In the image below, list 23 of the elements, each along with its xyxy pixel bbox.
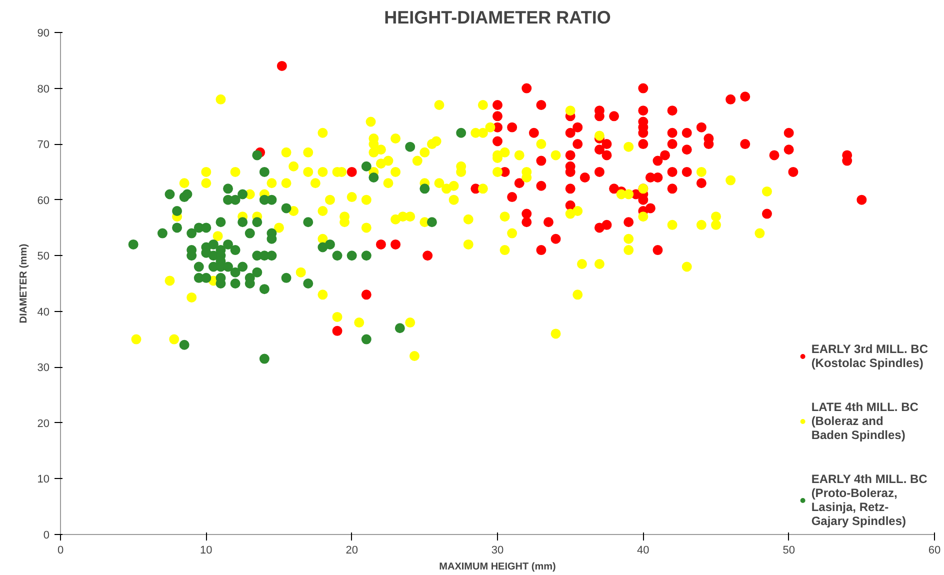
chart-title: HEIGHT-DIAMETER RATIO bbox=[384, 8, 611, 28]
legend-label: LATE 4th MILL. BC (Boleraz and Baden Spindles) bbox=[811, 400, 918, 442]
legend-label: EARLY 4th MILL. BC (Proto-Boleraz, Lasinja, Retz- Gajary Spindles) bbox=[811, 472, 928, 528]
x-tick-label: 50 bbox=[782, 544, 795, 556]
y-tick-label: 60 bbox=[37, 194, 50, 207]
legend-label: EARLY 3rd MILL. BC (Kostolac Spindles) bbox=[811, 342, 928, 370]
y-tick-label: 30 bbox=[37, 362, 50, 374]
x-axis-title: MAXIMUM HEIGHT (mm) bbox=[439, 562, 556, 572]
x-tick-label: 10 bbox=[200, 544, 212, 556]
y-axis-title: DIAMETER (mm) bbox=[18, 244, 30, 324]
x-tick-label: 20 bbox=[346, 544, 358, 556]
y-tick-label: 80 bbox=[37, 83, 50, 96]
y-tick-label: 10 bbox=[37, 474, 50, 486]
y-tick-label: 0 bbox=[43, 530, 50, 542]
y-tick-label: 20 bbox=[37, 418, 50, 430]
y-tick-label: 50 bbox=[37, 250, 50, 263]
y-tick-label: 70 bbox=[37, 139, 50, 152]
x-tick-label: 60 bbox=[928, 544, 941, 556]
x-tick-label: 40 bbox=[637, 544, 650, 556]
y-tick-label: 90 bbox=[37, 28, 50, 40]
y-tick-label: 40 bbox=[37, 306, 50, 318]
x-tick-label: 30 bbox=[491, 544, 504, 556]
x-tick-label: 0 bbox=[57, 544, 64, 556]
